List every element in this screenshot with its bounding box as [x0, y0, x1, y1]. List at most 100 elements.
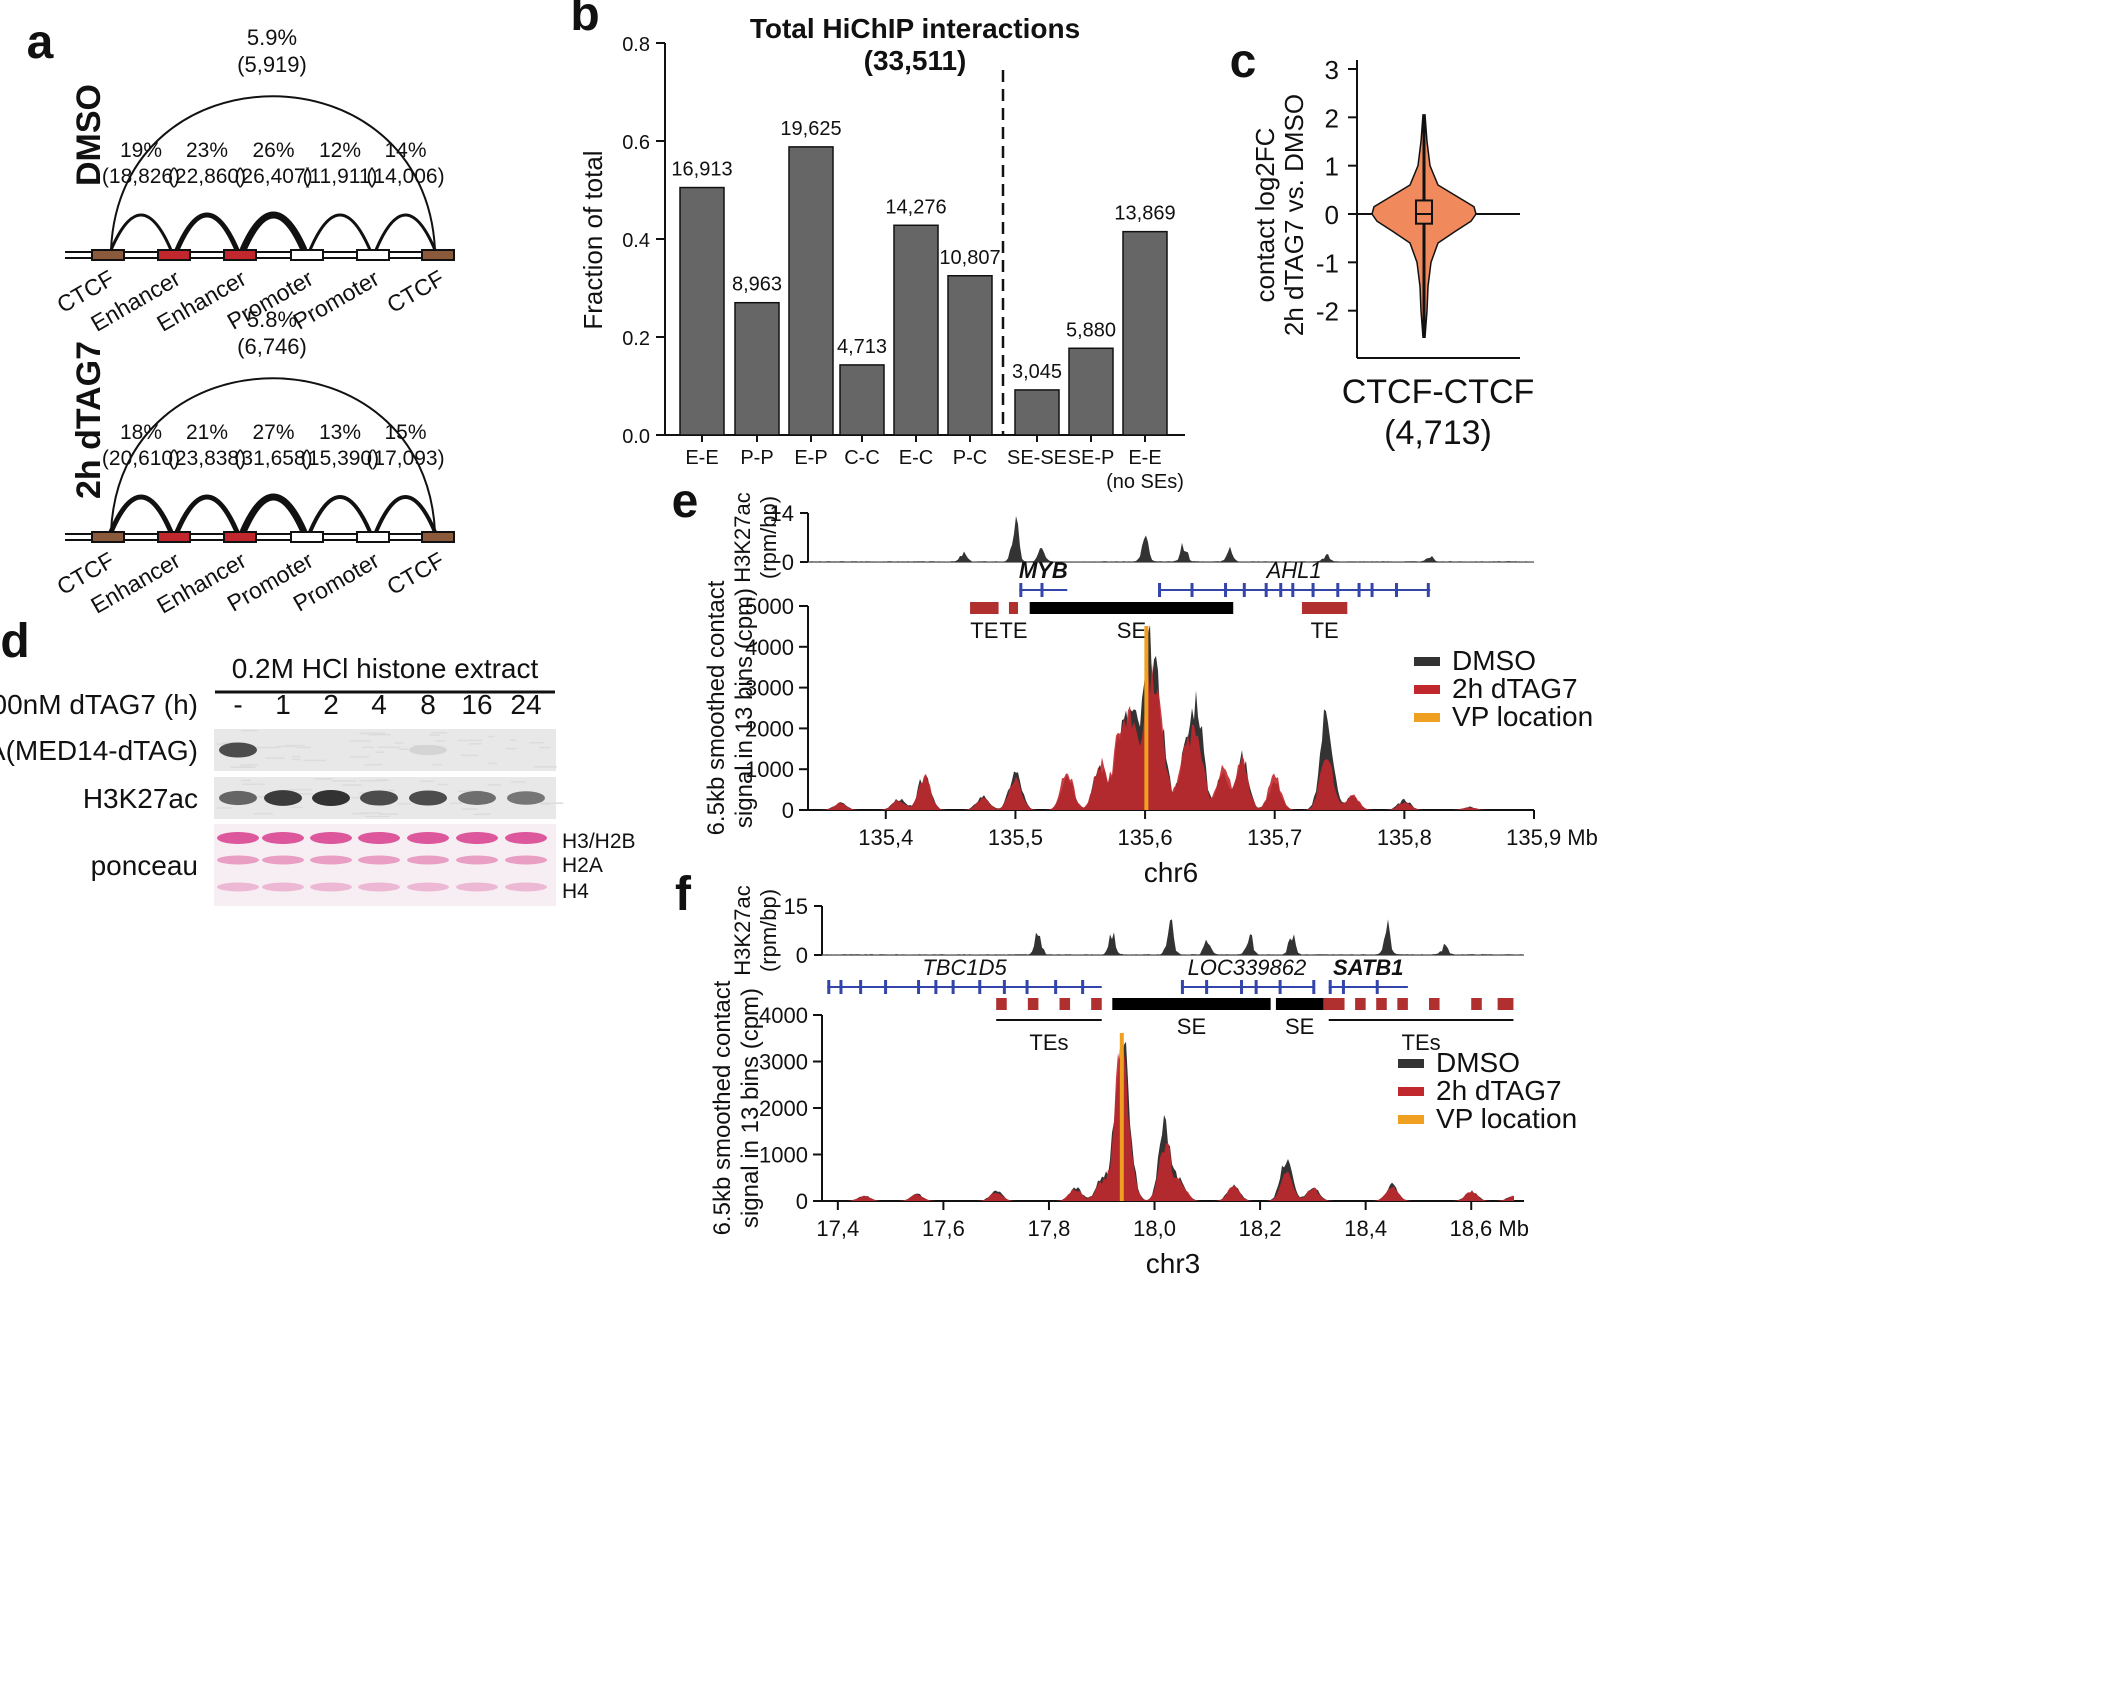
gene-name: MYB	[1019, 558, 1068, 583]
legend-swatch	[1414, 657, 1440, 666]
loop-percent: 26%	[252, 139, 294, 162]
blot-texture	[529, 741, 544, 744]
blot-band	[409, 790, 447, 806]
element-label-ctcf: CTCF	[382, 265, 448, 318]
ponceau-band	[456, 832, 498, 844]
blot-band	[507, 791, 545, 805]
blot-texture	[253, 812, 273, 815]
element-box-promoter	[356, 249, 390, 261]
blot-texture	[216, 743, 235, 745]
y-tick-label: 0.0	[622, 426, 650, 448]
blot-texture	[296, 793, 313, 795]
blot-texture	[291, 755, 301, 758]
blot-band	[360, 790, 398, 806]
bar-value-label: 10,807	[939, 247, 1000, 269]
loop-percent: 18%	[120, 421, 162, 444]
blot-texture	[388, 789, 395, 792]
blot-texture	[488, 762, 498, 765]
y-tick-label: 3000	[759, 1050, 808, 1075]
y-tick-label: 2000	[745, 716, 794, 741]
x-tick-label: P-P	[740, 447, 773, 469]
legend-label: 2h dTAG7	[1436, 1075, 1562, 1106]
category-count: (4,713)	[1384, 414, 1492, 452]
ponceau-band	[456, 882, 498, 892]
loop-arc	[308, 213, 372, 251]
x-tick-label: 17,6	[922, 1216, 965, 1241]
outer-loop-arc	[110, 95, 436, 251]
ponceau-band	[407, 882, 449, 892]
region-bar	[1428, 998, 1440, 1010]
blot-texture	[509, 739, 517, 742]
ponceau-band	[310, 832, 352, 844]
blot-texture	[239, 764, 258, 766]
loop-percent: 14%	[384, 139, 426, 162]
blot-texture	[429, 734, 440, 736]
y-tick-label: 0	[782, 798, 794, 823]
gene-exon	[1336, 583, 1340, 597]
region-bar	[1301, 602, 1348, 614]
gene-exon	[978, 980, 982, 994]
blot-texture	[505, 747, 517, 750]
element-box-enhancer	[157, 531, 191, 543]
blot-band	[458, 791, 496, 805]
gene-exon	[827, 980, 831, 994]
loop-count: (22,860)	[168, 165, 246, 188]
iqr-box	[1415, 199, 1433, 225]
gene-name: SATB1	[1333, 955, 1404, 980]
x-tick-label: 135,6	[1118, 825, 1173, 850]
ponceau-band	[217, 882, 259, 892]
x-tick-label: 135,4	[858, 825, 913, 850]
y-tick-label: 0.8	[622, 34, 650, 56]
x-tick-label: (no SEs)	[1106, 471, 1184, 493]
region-bar	[1323, 998, 1345, 1010]
gene-exon	[1264, 583, 1268, 597]
blot-texture	[216, 807, 232, 809]
panel-a: a DMSO 5.9%(5,919) 19% (18,826) 23% (22,860) 26…	[27, 16, 455, 619]
blot-band	[219, 742, 257, 758]
region-bar	[1497, 998, 1514, 1010]
loop-count: (11,911)	[302, 165, 377, 188]
chart-subtitle: (33,511)	[864, 45, 967, 76]
gene-exon	[1312, 980, 1316, 994]
blot-texture	[435, 740, 446, 742]
blot-texture	[221, 741, 236, 744]
ponceau-band	[217, 855, 259, 865]
blot-texture	[294, 746, 311, 749]
blot-band	[219, 790, 257, 806]
region-bar	[1376, 998, 1387, 1010]
bar-value-label: 8,963	[732, 274, 782, 296]
outer-loop-count: (5,919)	[237, 52, 307, 77]
gene-exon	[859, 980, 863, 994]
gene-exon	[1081, 980, 1085, 994]
region-label: SE	[1117, 618, 1146, 643]
gene-exon	[1394, 583, 1398, 597]
gene-exon	[1158, 583, 1162, 597]
loop-arc	[374, 495, 437, 533]
x-axis-label: chr6	[1144, 857, 1198, 888]
blot-texture	[360, 812, 381, 814]
x-tick-label: SE-P	[1068, 447, 1115, 469]
panel-letter-f: f	[675, 868, 692, 921]
element-box-enhancer	[157, 249, 191, 261]
region-bar	[996, 998, 1007, 1010]
h3k27ac-signal	[822, 919, 1524, 955]
y-axis-label: contact log2FC	[1250, 128, 1280, 303]
x-tick-label: C-C	[844, 447, 880, 469]
y-tick-label: 0.4	[622, 230, 650, 252]
element-box-ctcf	[421, 249, 455, 261]
loop-percent: 21%	[186, 421, 228, 444]
blot-texture	[290, 788, 312, 791]
ponceau-band	[407, 855, 449, 865]
x-tick-label: E-E	[1128, 447, 1161, 469]
ponceau-band-label: H2A	[562, 854, 603, 877]
region-bar	[1397, 998, 1408, 1010]
y-tick-label: 0	[796, 1189, 808, 1214]
loop-count: (20,610)	[102, 447, 180, 470]
gene-exon	[917, 980, 921, 994]
y-tick-label: 2	[1325, 103, 1339, 133]
gene-exon	[1279, 583, 1283, 597]
gene-exon	[1224, 583, 1228, 597]
region-bar	[1029, 602, 1234, 614]
blot-texture	[431, 763, 443, 766]
gene-exon	[1054, 980, 1058, 994]
